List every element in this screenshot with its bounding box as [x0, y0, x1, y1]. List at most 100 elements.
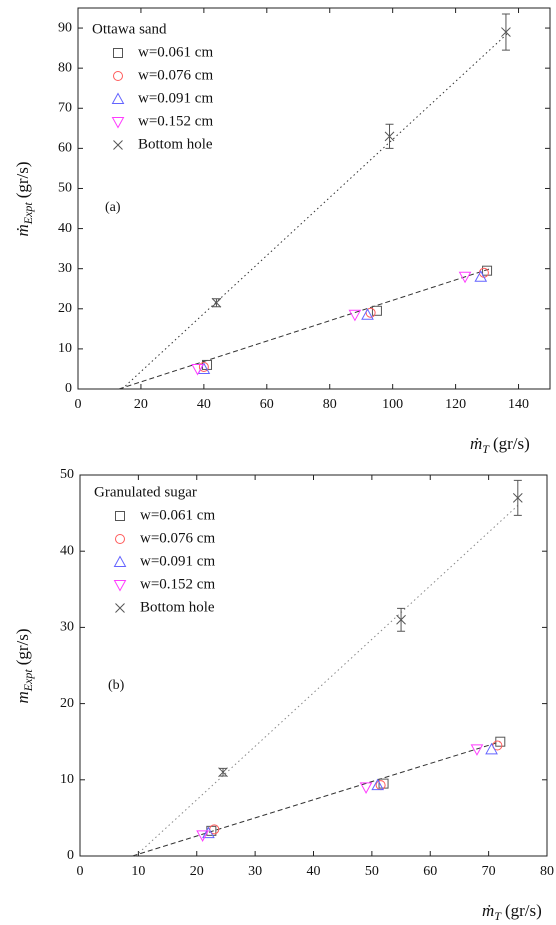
- x-axis-label: ṁT (gr/s): [470, 434, 530, 456]
- x-tick-label: 80: [323, 397, 337, 412]
- marker-square: [371, 305, 382, 316]
- x-tick-label: 40: [307, 864, 321, 879]
- marker-circle: [478, 267, 489, 278]
- marker-triangle: [361, 308, 374, 320]
- y-tick-label: 0: [65, 381, 72, 396]
- legend-marker: [113, 48, 123, 58]
- y-label-symbol: ṁ: [13, 224, 32, 236]
- panel-annotation: (a): [105, 200, 121, 215]
- marker-x: [501, 27, 511, 37]
- x-label-subscript: T: [482, 442, 490, 456]
- y-tick-label: 80: [58, 60, 72, 75]
- y-tick-label: 50: [58, 181, 72, 196]
- legend-label: Bottom hole: [140, 599, 215, 615]
- plot-frame: [77, 7, 551, 390]
- marker-x: [384, 131, 395, 142]
- legend-label: w=0.061 cm: [138, 44, 213, 60]
- fit-line: [132, 741, 501, 857]
- y-label-subscript: Expt: [21, 669, 35, 693]
- marker-triangle: [202, 826, 215, 839]
- legend-marker: [115, 603, 125, 613]
- marker-triangle-down: [191, 363, 204, 376]
- marker-x: [396, 614, 406, 625]
- x-tick-label: 120: [445, 397, 466, 412]
- marker-triangle: [485, 742, 498, 755]
- fit-line: [121, 31, 510, 390]
- x-tick-label: 30: [248, 864, 262, 879]
- legend-marker: [113, 555, 127, 567]
- y-tick-label: 70: [58, 100, 72, 115]
- marker-triangle-down: [348, 309, 362, 322]
- legend-label: w=0.061 cm: [140, 507, 215, 523]
- y-tick-label: 10: [60, 772, 74, 787]
- x-tick-label: 0: [77, 864, 84, 879]
- x-tick-label: 80: [540, 864, 554, 879]
- x-label-symbol: ṁ: [482, 901, 494, 920]
- legend-label: w=0.152 cm: [140, 576, 215, 592]
- marker-x: [512, 493, 523, 503]
- y-tick-label: 90: [58, 20, 72, 35]
- x-label-symbol: ṁ: [470, 434, 482, 453]
- marker-triangle-down: [359, 782, 373, 794]
- marker-triangle-down: [458, 271, 472, 284]
- y-tick-label: 50: [60, 467, 74, 482]
- legend-title: Granulated sugar: [94, 484, 197, 500]
- legend-label: w=0.076 cm: [140, 530, 215, 546]
- y-label-subscript: Expt: [21, 202, 35, 226]
- y-tick-label: 10: [58, 341, 72, 356]
- fit-line: [118, 268, 491, 390]
- y-tick-label: 60: [58, 141, 72, 156]
- marker-x: [211, 297, 222, 308]
- marker-triangle-down: [470, 744, 484, 756]
- legend-title: Ottawa sand: [92, 21, 167, 37]
- x-label-unit: (gr/s): [505, 901, 542, 920]
- marker-triangle: [371, 778, 385, 791]
- y-tick-label: 40: [60, 543, 74, 558]
- x-tick-label: 140: [508, 397, 529, 412]
- legend-marker: [115, 511, 125, 521]
- y-tick-label: 0: [67, 848, 74, 863]
- x-label-subscript: T: [494, 909, 502, 923]
- legend-label: w=0.076 cm: [138, 67, 213, 83]
- legend-label: w=0.091 cm: [138, 90, 213, 106]
- legend-label: w=0.152 cm: [138, 113, 213, 129]
- y-label-symbol: m: [13, 691, 32, 703]
- x-tick-label: 50: [365, 864, 379, 879]
- legend-marker: [111, 117, 125, 129]
- x-tick-label: 20: [190, 864, 204, 879]
- marker-x: [218, 767, 228, 778]
- legend-marker: [113, 140, 123, 150]
- legend-label: Bottom hole: [138, 136, 213, 152]
- legend-marker: [113, 71, 123, 81]
- y-tick-label: 40: [58, 221, 72, 236]
- marker-square: [378, 778, 389, 789]
- marker-triangle-down: [196, 830, 209, 842]
- x-tick-label: 0: [75, 397, 82, 412]
- y-tick-label: 20: [60, 696, 74, 711]
- x-tick-label: 60: [260, 397, 274, 412]
- marker-triangle: [474, 270, 488, 282]
- legend-marker: [113, 580, 127, 592]
- y-label-unit: (gr/s): [13, 628, 32, 665]
- x-tick-label: 20: [134, 397, 148, 412]
- y-axis-label: mExpt (gr/s): [13, 628, 35, 703]
- y-label-unit: (gr/s): [13, 161, 32, 198]
- x-label-unit: (gr/s): [493, 434, 530, 453]
- fit-line: [135, 505, 519, 857]
- x-tick-label: 60: [423, 864, 437, 879]
- y-tick-label: 30: [58, 261, 72, 276]
- x-tick-label: 70: [482, 864, 496, 879]
- legend-marker: [111, 92, 125, 104]
- x-axis-label: ṁT (gr/s): [482, 901, 542, 923]
- legend-marker: [115, 534, 125, 544]
- y-tick-label: 20: [58, 301, 72, 316]
- x-tick-label: 100: [382, 397, 403, 412]
- x-tick-label: 40: [197, 397, 211, 412]
- y-tick-label: 30: [60, 620, 74, 635]
- panel-annotation: (b): [108, 678, 125, 693]
- legend-label: w=0.091 cm: [140, 553, 215, 569]
- marker-square: [482, 265, 493, 276]
- x-tick-label: 10: [131, 864, 145, 879]
